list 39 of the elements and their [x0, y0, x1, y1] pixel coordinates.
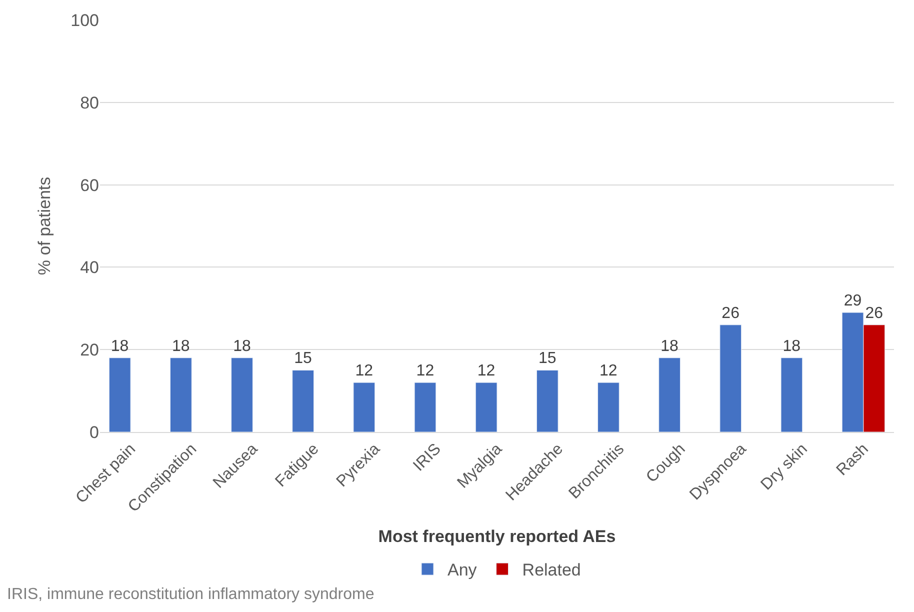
data-label: 15 — [538, 350, 556, 368]
bar — [536, 370, 558, 432]
y-tick-label: 80 — [80, 93, 99, 112]
bar — [170, 358, 192, 432]
y-tick-label: 60 — [80, 176, 99, 195]
bar — [414, 382, 436, 432]
data-label: 12 — [600, 362, 618, 380]
x-tick-label: IRIS — [410, 440, 444, 475]
legend-label: Any — [448, 560, 478, 580]
y-tick-label: 100 — [70, 10, 99, 30]
bar — [780, 358, 803, 432]
x-axis-title: Most frequently reported AEs — [378, 526, 616, 546]
bar — [231, 358, 253, 432]
bar — [292, 370, 314, 432]
x-tick-label: Dry skin — [758, 440, 811, 494]
bar — [720, 324, 742, 432]
bar — [658, 358, 680, 432]
bar — [108, 358, 131, 432]
data-label: 18 — [110, 338, 129, 355]
text: IRIS, immune reconstitution inflammatory syndrome — [7, 586, 374, 603]
data-label: 18 — [233, 338, 251, 355]
bar — [353, 382, 376, 432]
y-axis-title: % of patients — [35, 176, 54, 276]
y-tick-label: 0 — [90, 422, 99, 442]
data-label: 15 — [294, 350, 312, 368]
data-label: 26 — [722, 304, 740, 322]
data-label: 12 — [477, 362, 496, 380]
data-label: 29 — [844, 292, 862, 310]
data-label: 26 — [865, 304, 884, 322]
data-label: 18 — [782, 338, 801, 355]
data-label: 18 — [660, 338, 678, 355]
legend-label: Related — [522, 560, 581, 580]
data-label: 12 — [355, 362, 374, 380]
data-label: 12 — [416, 362, 434, 380]
bar — [475, 382, 498, 432]
data-label: 18 — [172, 338, 190, 355]
bar — [598, 382, 620, 432]
y-tick-label: 20 — [80, 340, 99, 360]
y-tick-label: 40 — [80, 258, 99, 278]
